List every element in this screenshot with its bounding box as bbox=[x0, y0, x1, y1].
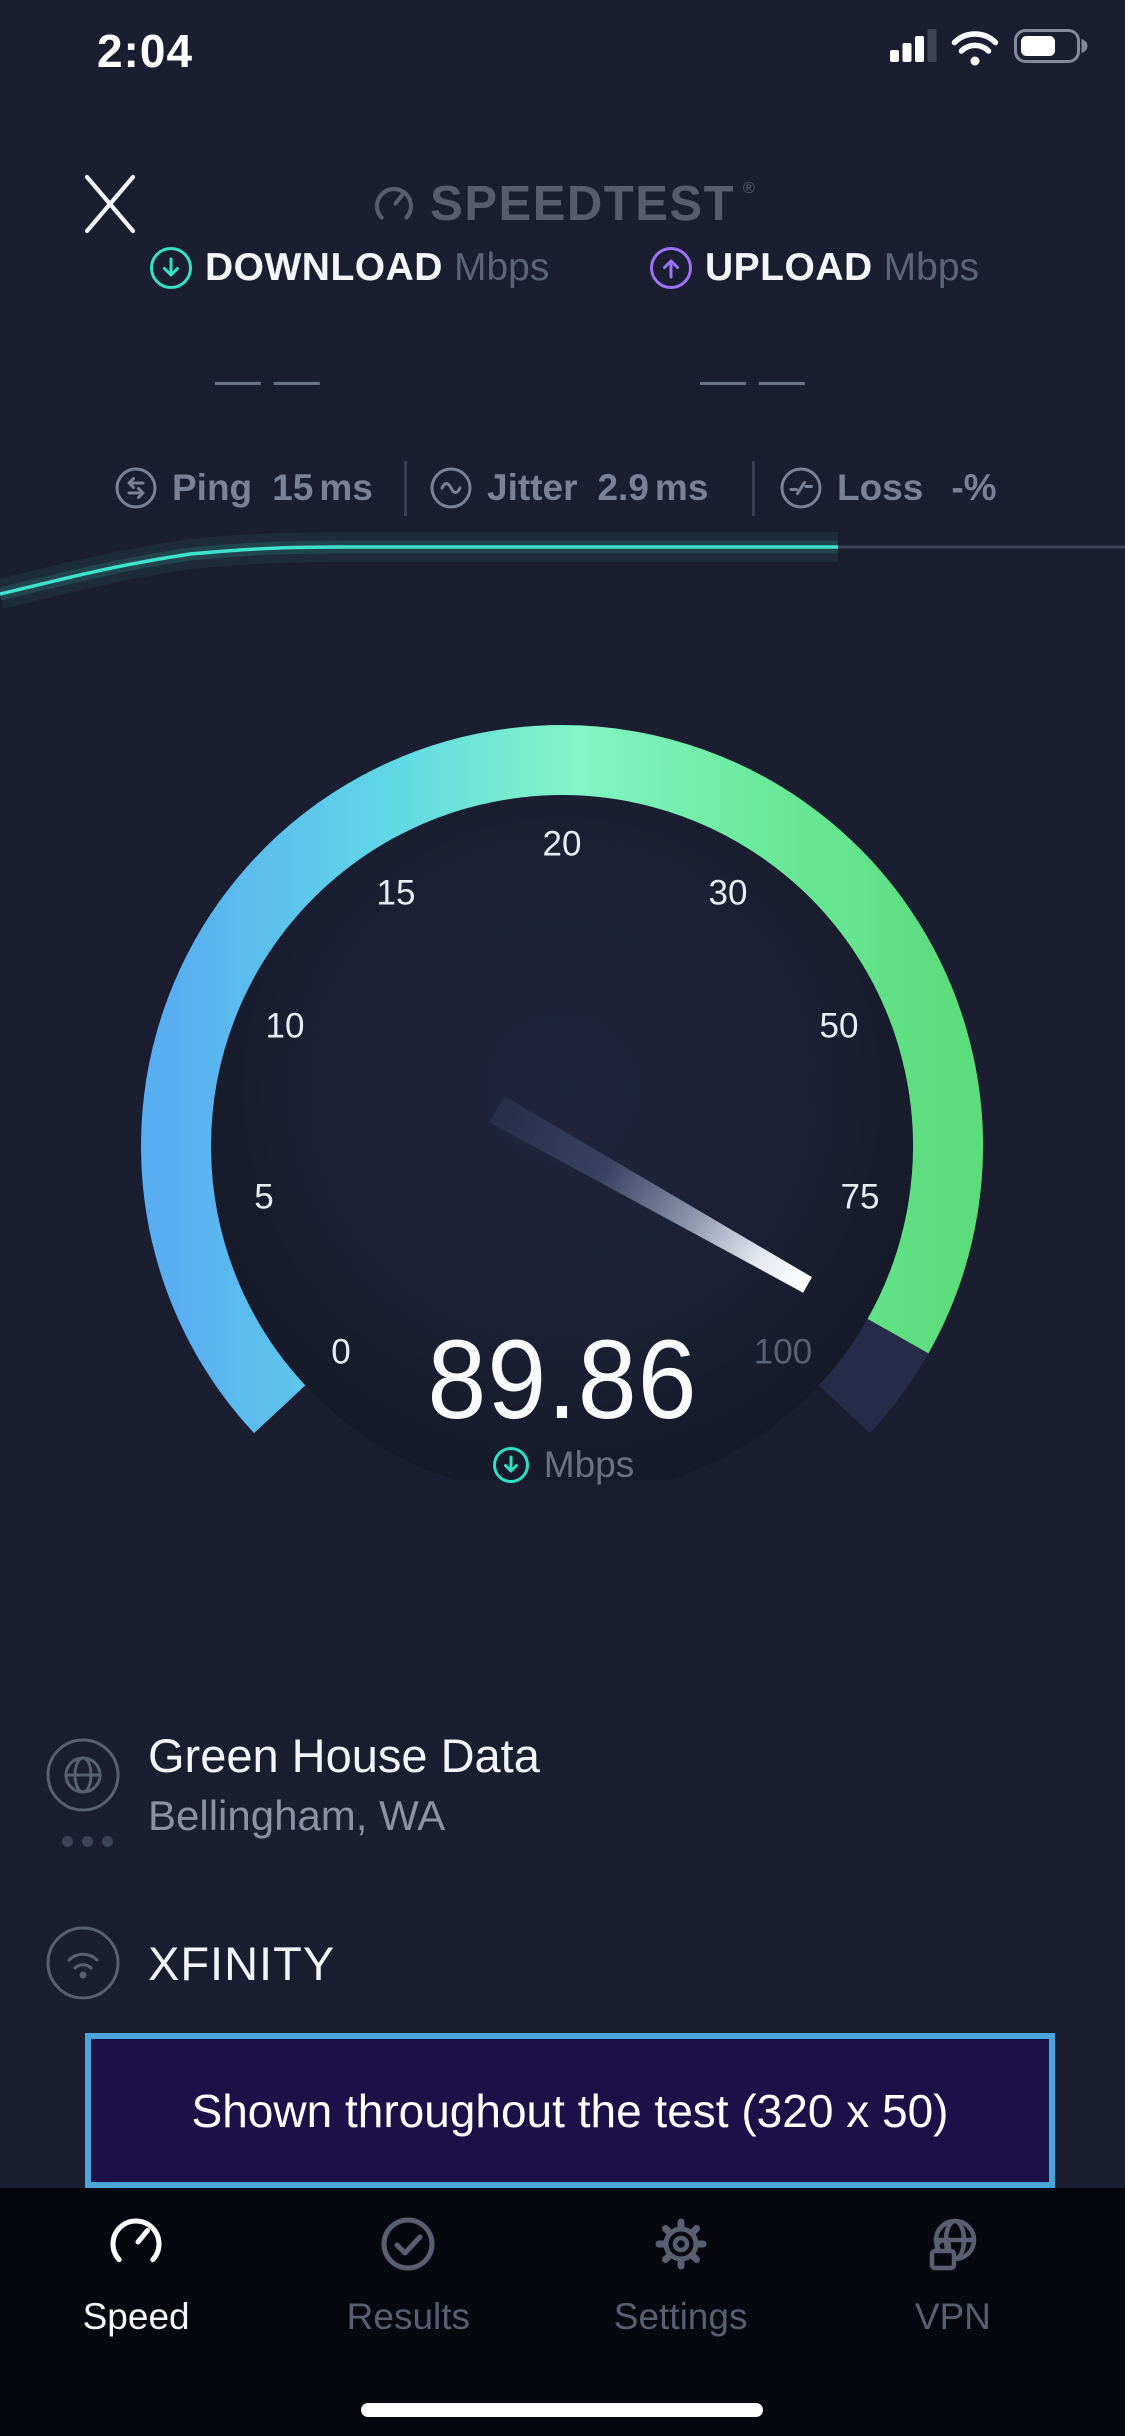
latency-divider bbox=[404, 461, 407, 516]
speed-graph bbox=[0, 532, 1125, 609]
loss-item: Loss -% bbox=[779, 466, 997, 510]
status-bar-icons bbox=[890, 29, 1088, 66]
vpn-globe-lock-icon bbox=[929, 2218, 977, 2271]
server-location[interactable]: Bellingham, WA bbox=[148, 1792, 446, 1839]
gauge-track-remainder bbox=[818, 1318, 929, 1434]
ping-unit: ms bbox=[319, 467, 373, 508]
speed-gauge: 0 5 10 15 20 30 50 75 100 bbox=[141, 725, 984, 1480]
jitter-icon bbox=[430, 467, 472, 509]
gauge-tick: 75 bbox=[841, 1178, 880, 1217]
isp-name: XFINITY bbox=[148, 1937, 336, 1990]
tab-results[interactable]: Results bbox=[272, 2188, 544, 2436]
speedtest-logo: SPEEDTEST ® bbox=[0, 176, 1125, 232]
ad-text: Shown throughout the test (320 x 50) bbox=[191, 2084, 949, 2137]
jitter-label: Jitter bbox=[487, 467, 578, 508]
tab-vpn[interactable]: VPN bbox=[817, 2188, 1089, 2436]
gauge-tick: 5 bbox=[254, 1178, 273, 1217]
gauge-tick-labels: 0 5 10 15 20 30 50 75 100 bbox=[254, 825, 879, 1372]
gauge-needle bbox=[489, 1096, 812, 1293]
gauge-tick: 50 bbox=[820, 1007, 859, 1046]
speed-gauge-icon bbox=[110, 2218, 162, 2263]
loss-value: -% bbox=[951, 467, 997, 508]
globe-icon[interactable] bbox=[45, 1737, 121, 1813]
tab-vpn-label: VPN bbox=[914, 2296, 991, 2337]
upload-metric-header: UPLOAD Mbps bbox=[648, 245, 979, 291]
loss-icon bbox=[780, 467, 822, 509]
logo-gauge-icon bbox=[375, 186, 414, 220]
close-icon[interactable] bbox=[80, 170, 140, 238]
status-time: 2:04 bbox=[96, 25, 194, 77]
tab-settings-label: Settings bbox=[613, 2296, 748, 2337]
download-label: DOWNLOAD bbox=[205, 246, 443, 289]
server-more-dots bbox=[62, 1836, 113, 1847]
gauge-tick: 100 bbox=[754, 1333, 812, 1372]
wifi-circle-icon bbox=[46, 1926, 120, 2000]
tab-speed[interactable]: Speed bbox=[0, 2188, 272, 2436]
battery-icon bbox=[1014, 29, 1088, 63]
ping-item: Ping 15 ms bbox=[114, 466, 373, 510]
gauge-unit-label: Mbps bbox=[543, 1444, 635, 1485]
tab-results-label: Results bbox=[346, 2296, 471, 2337]
ping-value: 15 bbox=[272, 467, 314, 508]
ping-label: Ping bbox=[172, 467, 253, 508]
registered-mark: ® bbox=[743, 180, 755, 197]
gauge-tick: 10 bbox=[266, 1007, 305, 1046]
server-name[interactable]: Green House Data bbox=[148, 1729, 540, 1782]
tab-speed-label: Speed bbox=[82, 2296, 190, 2337]
upload-label: UPLOAD bbox=[705, 246, 873, 289]
check-circle-icon bbox=[381, 2217, 435, 2271]
download-icon bbox=[150, 247, 192, 289]
download-metric-header: DOWNLOAD Mbps bbox=[148, 245, 549, 291]
tab-settings[interactable]: Settings bbox=[545, 2188, 817, 2436]
gauge-tick: 0 bbox=[331, 1333, 350, 1372]
ping-icon bbox=[115, 467, 157, 509]
download-unit: Mbps bbox=[453, 246, 550, 289]
upload-icon bbox=[650, 247, 692, 289]
download-arrow-icon bbox=[492, 1447, 529, 1483]
jitter-value: 2.9 bbox=[597, 467, 649, 508]
upload-value-placeholder: — — bbox=[700, 353, 805, 405]
logo-text: SPEEDTEST bbox=[430, 177, 736, 231]
jitter-unit: ms bbox=[654, 467, 709, 508]
jitter-item: Jitter 2.9 ms bbox=[429, 466, 708, 510]
gear-icon bbox=[655, 2218, 707, 2270]
loss-label: Loss bbox=[837, 467, 924, 508]
gauge-tick: 30 bbox=[709, 874, 748, 913]
cellular-signal-icon bbox=[890, 29, 937, 62]
download-value-placeholder: — — bbox=[215, 353, 320, 405]
wifi-status-icon bbox=[951, 31, 999, 66]
tab-bar: Speed Results bbox=[0, 2188, 1125, 2436]
ad-banner[interactable]: Shown throughout the test (320 x 50) bbox=[85, 2033, 1055, 2188]
gauge-tick: 15 bbox=[377, 874, 416, 913]
gauge-tick: 20 bbox=[543, 825, 582, 864]
upload-unit: Mbps bbox=[883, 246, 980, 289]
graph-line-active bbox=[0, 545, 838, 596]
home-indicator[interactable] bbox=[361, 2403, 763, 2417]
gauge-arc bbox=[141, 725, 984, 1434]
gauge-unit-row: Mbps bbox=[0, 1444, 1125, 1486]
gauge-value: 89.86 bbox=[427, 1317, 698, 1443]
latency-divider bbox=[752, 461, 755, 516]
